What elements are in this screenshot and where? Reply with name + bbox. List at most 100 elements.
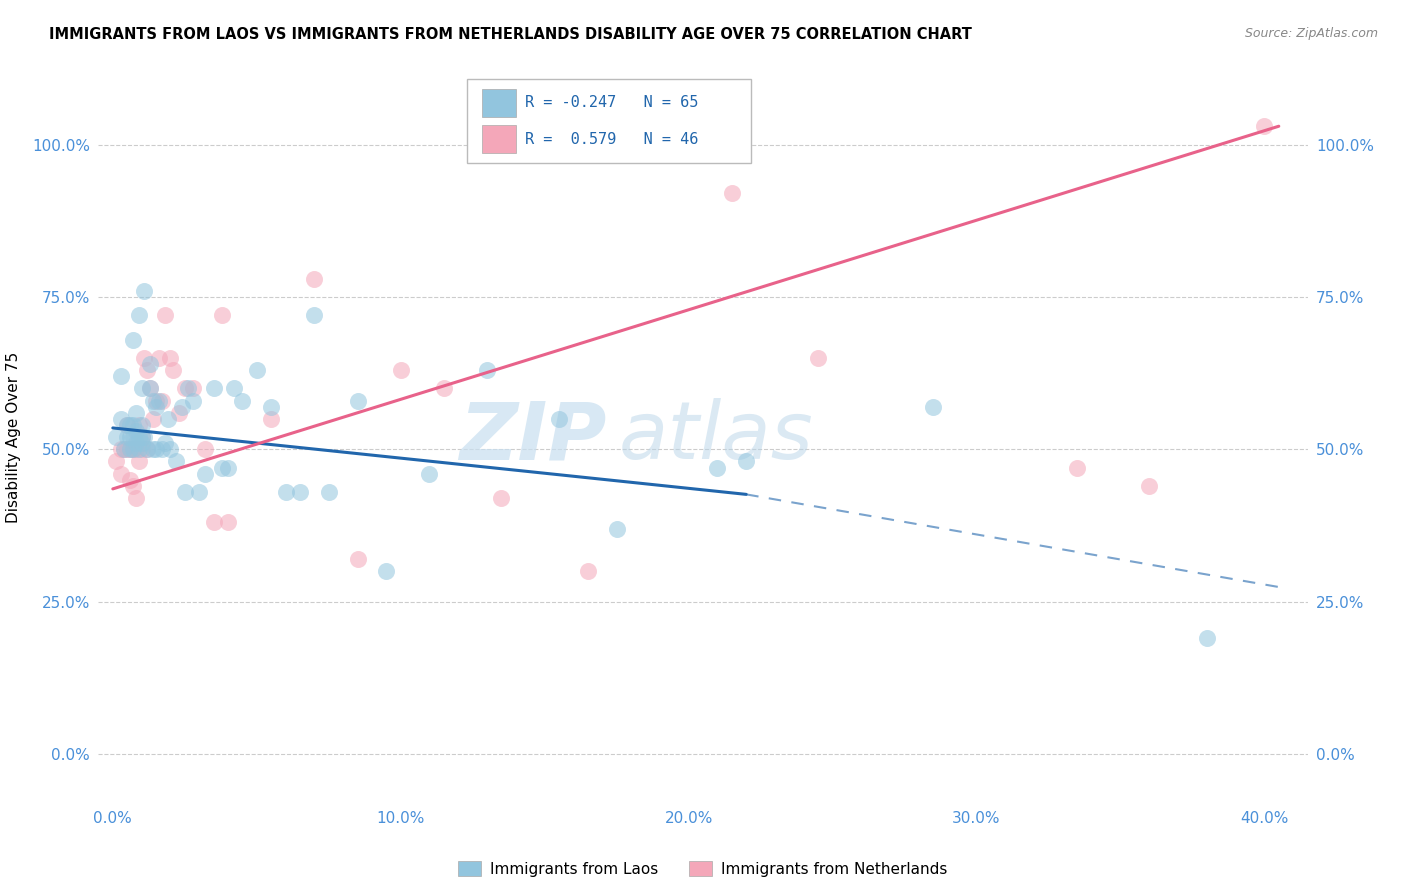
Point: [139, 381, 162, 395]
Point: [375, 564, 398, 578]
Point: [433, 381, 456, 395]
Point: [115, 417, 138, 432]
Point: [142, 393, 165, 408]
Point: [112, 442, 135, 457]
Point: [115, 442, 138, 457]
Point: [142, 442, 165, 457]
Point: [122, 442, 145, 457]
Point: [125, 442, 148, 457]
Point: [122, 417, 145, 432]
Point: [173, 485, 195, 500]
Point: [288, 485, 311, 500]
Point: [202, 516, 225, 530]
Text: atlas: atlas: [619, 398, 813, 476]
Point: [491, 491, 513, 505]
Text: R =  0.579   N = 46: R = 0.579 N = 46: [526, 132, 699, 147]
Bar: [482, 89, 516, 117]
Point: [122, 333, 145, 347]
Point: [318, 485, 340, 500]
Point: [125, 424, 148, 438]
Point: [136, 363, 159, 377]
Point: [148, 351, 170, 365]
Y-axis label: Disability Age Over 75: Disability Age Over 75: [6, 351, 21, 523]
Point: [170, 400, 193, 414]
Point: [807, 351, 830, 365]
Point: [194, 442, 217, 457]
Point: [183, 393, 205, 408]
Point: [131, 442, 153, 457]
Text: ZIP: ZIP: [458, 398, 606, 476]
Point: [128, 308, 150, 322]
Point: [125, 491, 148, 505]
Point: [125, 406, 148, 420]
Point: [183, 381, 205, 395]
Point: [131, 436, 153, 450]
Point: [217, 460, 239, 475]
Point: [128, 442, 150, 457]
Point: [173, 381, 195, 395]
Point: [115, 430, 138, 444]
Bar: [482, 126, 516, 153]
Text: IMMIGRANTS FROM LAOS VS IMMIGRANTS FROM NETHERLANDS DISABILITY AGE OVER 75 CORRE: IMMIGRANTS FROM LAOS VS IMMIGRANTS FROM …: [49, 27, 972, 42]
Point: [346, 393, 368, 408]
Point: [304, 271, 326, 285]
Point: [122, 479, 145, 493]
Point: [150, 393, 173, 408]
Point: [222, 381, 245, 395]
Point: [159, 351, 181, 365]
Point: [120, 442, 142, 457]
Point: [418, 467, 440, 481]
Legend: Immigrants from Laos, Immigrants from Netherlands: Immigrants from Laos, Immigrants from Ne…: [453, 855, 953, 883]
Point: [1137, 479, 1160, 493]
Point: [131, 430, 153, 444]
Point: [274, 485, 297, 500]
Point: [156, 412, 179, 426]
Point: [188, 485, 211, 500]
Point: [150, 442, 173, 457]
Point: [128, 454, 150, 468]
Point: [735, 454, 758, 468]
Point: [128, 430, 150, 444]
Point: [110, 369, 132, 384]
Point: [122, 430, 145, 444]
Point: [128, 417, 150, 432]
Point: [136, 442, 159, 457]
Point: [720, 186, 742, 201]
Point: [120, 473, 142, 487]
Point: [145, 393, 167, 408]
Point: [202, 381, 225, 395]
Point: [153, 436, 176, 450]
FancyBboxPatch shape: [467, 78, 751, 163]
Point: [115, 417, 138, 432]
Text: Source: ZipAtlas.com: Source: ZipAtlas.com: [1244, 27, 1378, 40]
Point: [104, 454, 127, 468]
Point: [217, 516, 239, 530]
Point: [576, 564, 599, 578]
Point: [153, 308, 176, 322]
Point: [1195, 632, 1218, 646]
Point: [475, 363, 498, 377]
Point: [112, 442, 135, 457]
Point: [706, 460, 728, 475]
Point: [194, 467, 217, 481]
Point: [211, 308, 233, 322]
Point: [122, 442, 145, 457]
Point: [159, 442, 181, 457]
Point: [606, 521, 628, 535]
Text: R = -0.247   N = 65: R = -0.247 N = 65: [526, 95, 699, 111]
Point: [120, 442, 142, 457]
Point: [131, 381, 153, 395]
Point: [139, 381, 162, 395]
Point: [120, 417, 142, 432]
Point: [142, 412, 165, 426]
Point: [211, 460, 233, 475]
Point: [136, 442, 159, 457]
Point: [131, 417, 153, 432]
Point: [548, 412, 571, 426]
Point: [231, 393, 253, 408]
Point: [389, 363, 412, 377]
Point: [1253, 119, 1275, 133]
Point: [304, 308, 326, 322]
Point: [162, 363, 184, 377]
Point: [120, 430, 142, 444]
